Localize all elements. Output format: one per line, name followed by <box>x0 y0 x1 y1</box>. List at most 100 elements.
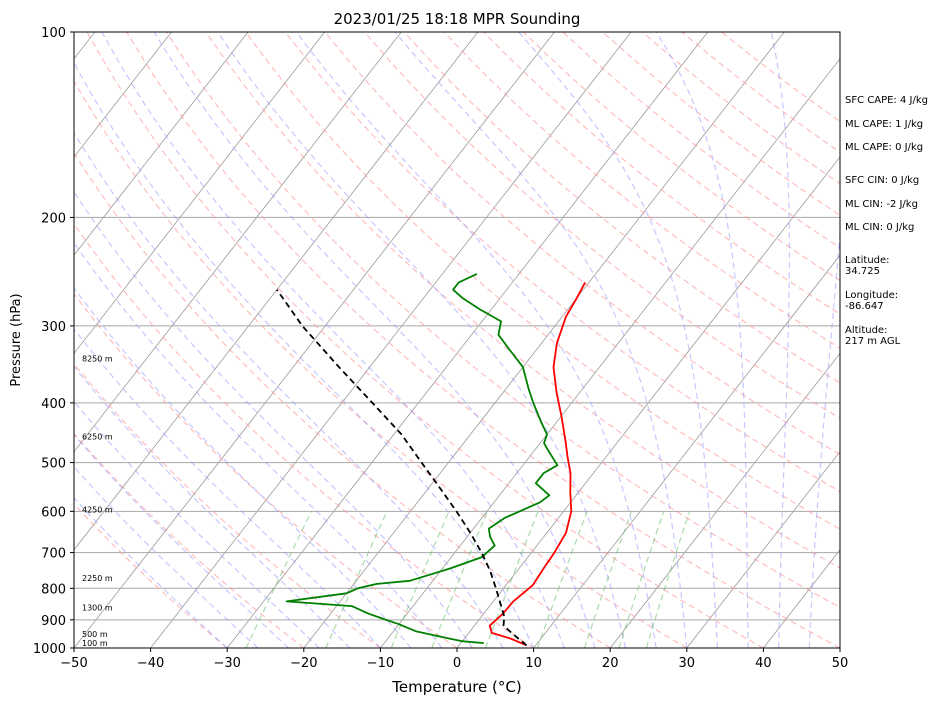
dry-adiabat-line <box>74 432 305 648</box>
moist-adiabat-line <box>655 32 749 648</box>
x-tick-label: 20 <box>602 656 619 671</box>
x-tick-label: 50 <box>832 656 849 671</box>
y-tick-label: 900 <box>41 614 66 629</box>
dry-adiabat-line <box>86 32 764 648</box>
dry-adiabat-line <box>74 222 534 648</box>
info-text: ML CIN: 0 J/kg <box>845 222 915 233</box>
sounding-info-panel: SFC CAPE: 4 J/kg ML CAPE: 1 J/kg ML CAPE: … <box>845 0 946 705</box>
height-label: 500 m <box>82 630 108 639</box>
info-entry: Latitude: 34.725 <box>845 255 890 277</box>
info-entry: Altitude: 217 m AGL <box>845 325 900 347</box>
y-tick-label: 300 <box>41 320 66 335</box>
moist-adiabat-line <box>74 365 351 648</box>
chart-title: 2023/01/25 18:18 MPR Sounding <box>334 10 581 28</box>
info-text: 34.725 <box>845 266 880 277</box>
moist-adiabat-line <box>74 286 412 648</box>
y-tick-label: 200 <box>41 211 66 226</box>
info-text: ML CIN: -2 J/kg <box>845 199 918 210</box>
moist-adiabat-line <box>217 32 627 648</box>
moist-adiabat-line <box>101 32 565 648</box>
y-axis-label: Pressure (hPa) <box>9 293 24 386</box>
height-label: 2250 m <box>82 574 113 583</box>
moist-adiabat-line <box>74 241 443 648</box>
isotherm-line <box>74 32 402 453</box>
series-line-2 <box>276 289 528 646</box>
mixing-ratio-line <box>583 511 632 648</box>
y-tick-label: 700 <box>41 547 66 562</box>
info-entry: ML CAPE: 1 J/kg <box>845 119 923 130</box>
dry-adiabat-line <box>483 32 840 315</box>
mixing-ratio-line <box>390 511 450 648</box>
dry-adiabat-line <box>205 32 840 569</box>
height-label: 8250 m <box>82 354 113 363</box>
height-label: 1300 m <box>82 603 113 612</box>
info-entry: Longitude: -86.647 <box>845 290 898 312</box>
mixing-ratio-line <box>618 511 665 648</box>
y-tick-label: 100 <box>41 26 66 41</box>
x-axis-label: Temperature (°C) <box>391 678 521 696</box>
dry-adiabat-line <box>74 152 611 648</box>
info-text: SFC CIN: 0 J/kg <box>845 175 920 186</box>
mixing-ratio-line <box>536 511 588 648</box>
dry-adiabat-line <box>245 32 840 530</box>
height-label: 4250 m <box>82 505 113 514</box>
dry-adiabat-line <box>284 32 840 493</box>
moist-adiabat-line <box>74 465 259 648</box>
x-tick-label: 30 <box>679 656 696 671</box>
dry-adiabat-line <box>74 292 458 648</box>
x-tick-label: 10 <box>525 656 542 671</box>
info-text: Latitude: <box>845 255 890 266</box>
moist-adiabat-line <box>74 131 504 648</box>
moist-adiabat-line <box>770 32 790 648</box>
x-tick-label: −20 <box>290 656 317 671</box>
background-lines <box>74 32 840 648</box>
mixing-ratio-line <box>325 511 388 648</box>
moist-adiabat-line <box>518 32 718 648</box>
series-line-1 <box>285 273 559 644</box>
info-text: ML CAPE: 1 J/kg <box>845 119 924 130</box>
isotherm-line <box>303 32 785 648</box>
height-label: 6250 m <box>82 432 113 441</box>
data-lines <box>276 273 586 647</box>
mixing-ratio-line <box>484 511 539 648</box>
info-text: SFC CAPE: 4 J/kg <box>845 95 928 106</box>
moist-adiabat-line <box>153 32 596 648</box>
isotherm-line <box>609 352 840 648</box>
mixing-ratio-line <box>645 511 691 648</box>
moist-adiabat-line <box>808 227 840 648</box>
x-tick-label: −40 <box>137 656 164 671</box>
isotherm-line <box>456 156 840 648</box>
isotherm-line <box>74 32 249 256</box>
moist-adiabat-line <box>74 61 535 648</box>
dry-adiabat-line <box>403 32 840 384</box>
mixing-ratio-line <box>245 511 312 648</box>
isotherm-line <box>150 32 632 648</box>
y-tick-label: 500 <box>41 457 66 472</box>
info-entry: ML CAPE: 0 J/kg <box>845 142 923 153</box>
isotherm-line <box>533 254 840 648</box>
x-tick-label: 0 <box>453 656 461 671</box>
series-line-0 <box>488 281 586 647</box>
dry-adiabat-line <box>443 32 840 349</box>
moist-adiabat-line <box>74 400 320 648</box>
y-tick-label: 400 <box>41 397 66 412</box>
isotherm-line <box>226 32 708 648</box>
moist-adiabat-line <box>394 32 688 648</box>
isotherm-line <box>74 32 325 355</box>
moist-adiabat-line <box>295 32 657 648</box>
moist-adiabat-line <box>74 190 473 648</box>
isotherm-line <box>74 32 555 648</box>
height-label: 100 m <box>82 639 108 648</box>
isotherm-line <box>686 450 840 648</box>
x-tick-label: −30 <box>213 656 240 671</box>
info-text: Altitude: <box>845 325 888 336</box>
x-tick-label: −50 <box>60 656 87 671</box>
moist-adiabat-line <box>74 433 289 648</box>
dry-adiabat-line <box>126 32 840 648</box>
info-text: Longitude: <box>845 290 899 301</box>
info-entry: ML CIN: -2 J/kg <box>845 199 918 210</box>
x-tick-label: −10 <box>367 656 394 671</box>
info-text: ML CAPE: 0 J/kg <box>845 142 924 153</box>
